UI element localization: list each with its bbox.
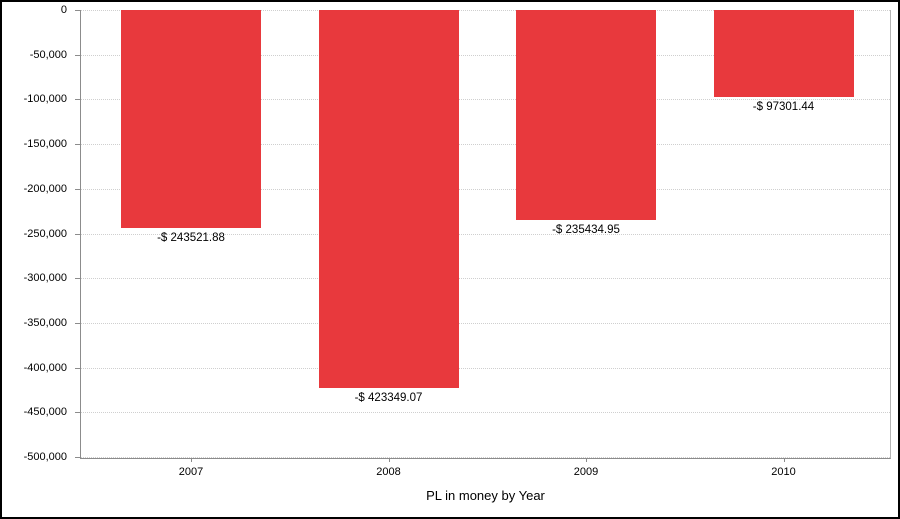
x-axis-tick [586,458,587,462]
bar-2007 [121,10,261,228]
bar-value-label: -$ 97301.44 [752,100,815,113]
x-axis-label-2010: 2010 [771,466,796,478]
x-axis-tick [388,458,390,462]
bar-2009 [516,10,656,221]
y-axis-tick [75,54,80,56]
y-axis-label: -300,000 [23,272,67,285]
y-axis-label: -400,000 [23,361,67,374]
y-axis-label: -200,000 [23,182,67,195]
gridline [81,233,890,235]
plot-area: PL in money by Year -$ 243521.88 2007 -$ 4… [80,10,891,503]
y-axis-tick [75,10,80,11]
gridline [81,278,890,280]
gridline [81,99,890,101]
y-axis-tick [75,322,80,324]
y-axis-label: -500,000 [23,451,67,463]
y-axis-tick [75,457,80,458]
x-axis-tick [783,458,785,462]
gridline [81,54,890,56]
bar-value-label: -$ 243521.88 [157,231,225,244]
gridline [81,144,890,146]
y-axis-label: -350,000 [23,316,67,329]
x-axis-title: PL in money by Year [426,488,545,503]
x-axis-label-2009: 2009 [573,466,599,478]
bar-value-label: -$ 423349.07 [354,392,423,405]
y-axis-tick [75,412,80,414]
y-axis-label: -50,000 [29,48,67,61]
bar-value-label: -$ 235434.95 [552,224,620,237]
bar-2010 [713,10,854,97]
bar-2008 [318,10,459,389]
gridline [81,367,890,369]
y-axis-label: -450,000 [23,406,67,419]
gridline [81,412,890,414]
y-axis-label: -150,000 [23,138,67,151]
y-axis-tick [75,367,80,369]
y-axis-tick [75,99,80,101]
x-axis-label-2007: 2007 [178,466,204,478]
gridline [81,10,890,11]
y-axis-label: 0 [60,4,67,16]
y-axis-tick [75,188,80,190]
y-axis-tick [75,144,80,146]
y-axis-label: -250,000 [23,227,67,240]
x-axis-tick [191,458,192,462]
x-axis-label-2008: 2008 [376,466,401,478]
y-axis-label: -100,000 [23,93,67,106]
gridline [81,188,890,190]
y-axis-tick [75,233,80,235]
gridline [81,457,890,458]
y-axis-tick [75,278,80,280]
gridline [81,322,890,324]
